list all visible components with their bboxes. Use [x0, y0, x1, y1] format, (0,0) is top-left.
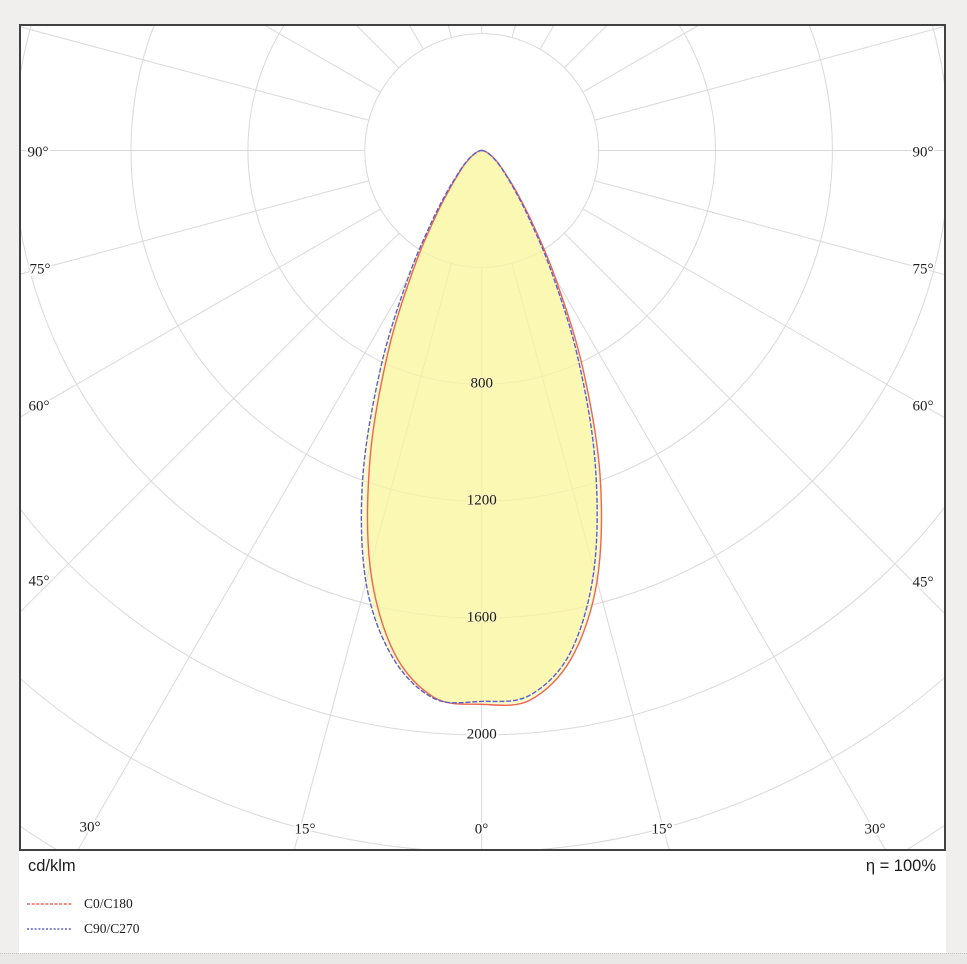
- grid-spoke-300: [21, 208, 381, 418]
- angle-tick-left-90: 90°: [28, 144, 49, 160]
- angle-tick-bottom-15: 15°: [652, 821, 673, 837]
- grid-spoke-165: [511, 26, 516, 38]
- radial-tick-800: 800: [470, 376, 493, 392]
- grid-spoke-45: [564, 232, 944, 614]
- grid-spoke-285: [21, 180, 369, 275]
- grid-spoke-210: [409, 26, 424, 50]
- plot-footer: cd/klm η = 100%: [19, 857, 946, 879]
- grid-spoke-330: [77, 251, 424, 849]
- angle-tick-bottom-30: 30°: [80, 819, 101, 835]
- series-fill-c90-c270: [361, 150, 598, 703]
- c0-c180-line-swatch: [27, 903, 72, 905]
- grid-spoke-120: [582, 26, 699, 93]
- grid-spoke-195: [447, 26, 452, 38]
- grid-spoke-150: [539, 26, 555, 50]
- angle-tick-left-60: 60°: [29, 398, 50, 414]
- legend: C0/C180 C90/C270: [19, 892, 946, 942]
- grid-spoke-75: [594, 180, 944, 275]
- grid-spoke-240: [265, 26, 381, 93]
- grid-spoke-60: [582, 208, 944, 418]
- series-curve-c90-c270: [360, 149, 598, 704]
- bottom-scroll-strip: [0, 953, 967, 964]
- grid-spoke-30: [539, 251, 886, 849]
- grid-spoke-105: [594, 26, 944, 121]
- legend-item-c90-c270: C90/C270: [19, 917, 946, 942]
- units-label: cd/klm: [28, 857, 76, 875]
- angle-tick-bottom-15: 15°: [295, 821, 316, 837]
- grid-spoke-255: [21, 26, 369, 121]
- angle-tick-right-90: 90°: [913, 144, 934, 160]
- polar-chart: 800 1200 1600 2000 90° 75° 60° 45° 90° 75° 60° 45° 3…: [21, 26, 944, 849]
- grid-spoke-315: [21, 232, 400, 612]
- angle-tick-right-45: 45°: [913, 574, 934, 590]
- angle-tick-left-45: 45°: [29, 573, 50, 589]
- legend-label-c0-c180: C0/C180: [84, 896, 133, 911]
- radial-tick-2000: 2000: [467, 726, 497, 742]
- radial-tick-1600: 1600: [467, 610, 497, 626]
- legend-item-c0-c180: C0/C180: [19, 892, 946, 917]
- angle-tick-bottom-0: 0°: [475, 821, 489, 837]
- angle-tick-right-75: 75°: [913, 261, 934, 277]
- grid-spoke-135: [564, 26, 607, 69]
- diagram-panel: 800 1200 1600 2000 90° 75° 60° 45° 90° 75° 60° 45° 3…: [19, 24, 946, 954]
- radial-tick-1200: 1200: [467, 493, 497, 509]
- polar-plot-area: 800 1200 1600 2000 90° 75° 60° 45° 90° 75° 60° 45° 3…: [19, 24, 946, 851]
- angle-tick-right-60: 60°: [913, 398, 934, 414]
- angle-tick-bottom-30: 30°: [865, 821, 886, 837]
- c90-c270-line-swatch: [27, 928, 72, 930]
- angle-tick-left-75: 75°: [30, 261, 51, 277]
- grid-spoke-225: [356, 26, 400, 69]
- legend-label-c90-c270: C90/C270: [84, 921, 140, 936]
- efficiency-label: η = 100%: [865, 857, 936, 875]
